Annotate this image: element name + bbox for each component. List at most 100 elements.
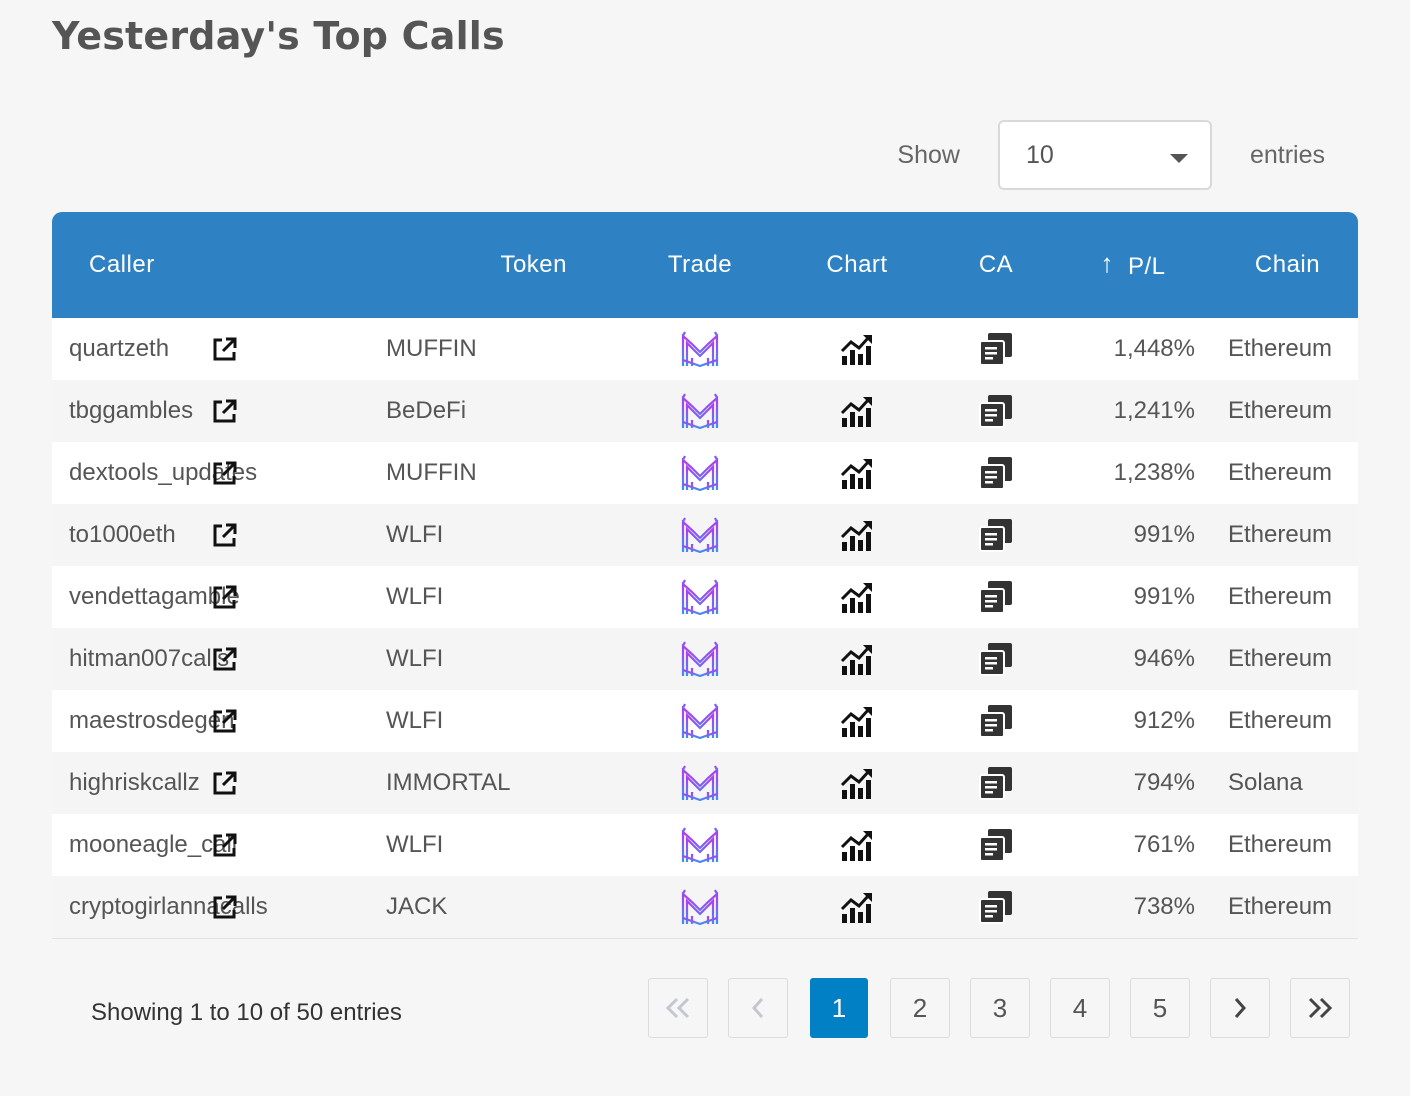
copy-icon[interactable]: [979, 828, 1013, 862]
token-name: WLFI: [369, 814, 617, 876]
external-link-icon[interactable]: [211, 335, 239, 363]
external-link-icon[interactable]: [211, 769, 239, 797]
page-button-2[interactable]: 2: [890, 978, 950, 1038]
chain-name: Ethereum: [1205, 442, 1358, 504]
double-chevron-left-icon: [664, 996, 692, 1020]
chain-name: Ethereum: [1205, 504, 1358, 566]
chart-icon[interactable]: [840, 394, 874, 428]
trade-logo-icon[interactable]: [680, 454, 720, 492]
copy-icon[interactable]: [979, 890, 1013, 924]
table-row: to1000eth WLFI 991% Ethereum: [52, 504, 1358, 566]
external-link-icon[interactable]: [211, 521, 239, 549]
pl-value: 794%: [1061, 752, 1205, 814]
copy-icon[interactable]: [979, 394, 1013, 428]
table-row: tbggambles BeDeFi 1,241% Ethereum: [52, 380, 1358, 442]
token-name: IMMORTAL: [369, 752, 617, 814]
external-link-icon[interactable]: [211, 645, 239, 673]
token-name: JACK: [369, 876, 617, 938]
trade-logo-icon[interactable]: [680, 330, 720, 368]
external-link-icon[interactable]: [211, 831, 239, 859]
token-name: WLFI: [369, 566, 617, 628]
copy-icon[interactable]: [979, 456, 1013, 490]
trade-logo-icon[interactable]: [680, 392, 720, 430]
trade-logo-icon[interactable]: [680, 764, 720, 802]
header-token[interactable]: Token: [369, 212, 617, 318]
header-pl[interactable]: ↑ P/L: [1061, 212, 1205, 318]
token-name: WLFI: [369, 504, 617, 566]
pl-value: 1,448%: [1061, 318, 1205, 380]
entries-length-value: 10: [1025, 140, 1054, 169]
table-row: quartzeth MUFFIN 1,448% Ethereum: [52, 318, 1358, 380]
external-link-icon[interactable]: [211, 397, 239, 425]
entries-length-control: Show 10 entries: [897, 120, 1325, 190]
external-link-icon[interactable]: [211, 583, 239, 611]
pl-value: 738%: [1061, 876, 1205, 938]
previous-page-button[interactable]: [728, 978, 788, 1038]
table-row: vendettagamble WLFI 991% Ethereum: [52, 566, 1358, 628]
chain-name: Ethereum: [1205, 380, 1358, 442]
chart-icon[interactable]: [840, 580, 874, 614]
header-trade[interactable]: Trade: [617, 212, 783, 318]
header-chain[interactable]: Chain: [1205, 212, 1358, 318]
header-chart[interactable]: Chart: [783, 212, 931, 318]
caller-name: vendettagamble: [52, 566, 240, 628]
pagination: 1 2 3 4 5: [648, 978, 1350, 1038]
external-link-icon[interactable]: [211, 459, 239, 487]
chain-name: Ethereum: [1205, 814, 1358, 876]
pl-value: 991%: [1061, 504, 1205, 566]
page-title: Yesterday's Top Calls: [52, 14, 505, 58]
trade-logo-icon[interactable]: [680, 516, 720, 554]
entries-length-select[interactable]: 10: [997, 120, 1212, 190]
caller-name: to1000eth: [52, 504, 211, 566]
caller-name: tbggambles: [52, 380, 211, 442]
copy-icon[interactable]: [979, 642, 1013, 676]
last-page-button[interactable]: [1290, 978, 1350, 1038]
table-header-row: Caller Token Trade Chart CA ↑ P/L Chain: [52, 212, 1358, 318]
chart-icon[interactable]: [840, 518, 874, 552]
header-caller[interactable]: Caller: [52, 212, 369, 318]
entries-label: entries: [1249, 140, 1325, 169]
table-body: quartzeth MUFFIN 1,448% Ethereum tbggambles B…: [52, 318, 1358, 938]
external-link-icon[interactable]: [211, 893, 239, 921]
table-info: Showing 1 to 10 of 50 entries: [91, 999, 402, 1026]
caller-name: quartzeth: [52, 318, 211, 380]
token-name: MUFFIN: [369, 442, 617, 504]
copy-icon[interactable]: [979, 580, 1013, 614]
chain-name: Ethereum: [1205, 566, 1358, 628]
double-chevron-right-icon: [1306, 996, 1334, 1020]
chart-icon[interactable]: [840, 332, 874, 366]
chart-icon[interactable]: [840, 766, 874, 800]
page-button-5[interactable]: 5: [1130, 978, 1190, 1038]
page-button-1[interactable]: 1: [810, 978, 868, 1038]
copy-icon[interactable]: [979, 332, 1013, 366]
trade-logo-icon[interactable]: [680, 888, 720, 926]
page-button-3[interactable]: 3: [970, 978, 1030, 1038]
chart-icon[interactable]: [840, 642, 874, 676]
table-row: mooneagle_call WLFI 761% Ethereum: [52, 814, 1358, 876]
table-row: maestrosdegen WLFI 912% Ethereum: [52, 690, 1358, 752]
trade-logo-icon[interactable]: [680, 640, 720, 678]
chain-name: Ethereum: [1205, 628, 1358, 690]
pl-value: 912%: [1061, 690, 1205, 752]
table-row: hitman007calls WLFI 946% Ethereum: [52, 628, 1358, 690]
chart-icon[interactable]: [840, 704, 874, 738]
chart-icon[interactable]: [840, 890, 874, 924]
trade-logo-icon[interactable]: [680, 578, 720, 616]
token-name: WLFI: [369, 690, 617, 752]
copy-icon[interactable]: [979, 704, 1013, 738]
trade-logo-icon[interactable]: [680, 826, 720, 864]
first-page-button[interactable]: [648, 978, 708, 1038]
page-button-4[interactable]: 4: [1050, 978, 1110, 1038]
copy-icon[interactable]: [979, 518, 1013, 552]
chart-icon[interactable]: [840, 456, 874, 490]
chart-icon[interactable]: [840, 828, 874, 862]
copy-icon[interactable]: [979, 766, 1013, 800]
trade-logo-icon[interactable]: [680, 702, 720, 740]
token-name: MUFFIN: [369, 318, 617, 380]
header-ca[interactable]: CA: [931, 212, 1061, 318]
chain-name: Ethereum: [1205, 318, 1358, 380]
chain-name: Ethereum: [1205, 690, 1358, 752]
external-link-icon[interactable]: [211, 707, 239, 735]
caller-name: mooneagle_call: [52, 814, 237, 876]
next-page-button[interactable]: [1210, 978, 1270, 1038]
